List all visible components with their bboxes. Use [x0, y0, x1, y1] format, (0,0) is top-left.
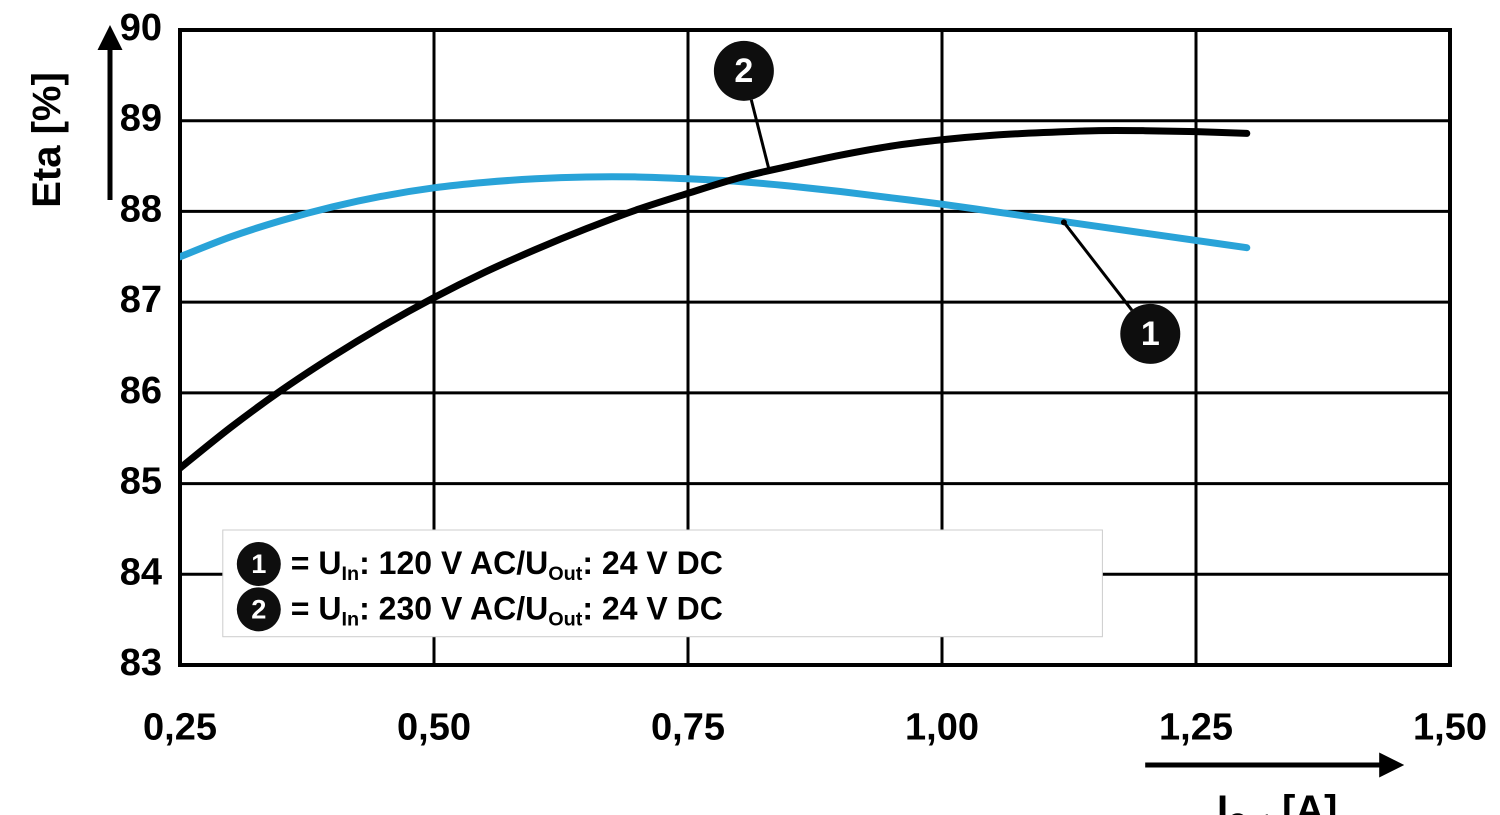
y-tick-label: 87	[120, 279, 162, 321]
legend-badge-1-number: 1	[251, 548, 266, 579]
callout-1-dot	[1061, 219, 1067, 225]
y-tick-label: 88	[120, 188, 162, 230]
x-tick-label: 1,25	[1159, 706, 1233, 748]
y-axis-label: Eta [%]	[25, 72, 69, 208]
callout-2-number: 2	[734, 52, 753, 90]
y-tick-label: 83	[120, 642, 162, 684]
y-tick-label: 84	[120, 551, 162, 593]
chart-stage: 83 84 85 86 87 88 89 90 0,25 0,50 0,75 1,00 1,25 1,50…	[0, 0, 1500, 815]
x-tick-label: 1,00	[905, 706, 979, 748]
y-tick-label: 86	[120, 370, 162, 412]
callout-1-number: 1	[1141, 315, 1160, 353]
x-tick-label: 0,50	[397, 706, 471, 748]
y-tick-label: 85	[120, 461, 162, 503]
x-axis-label: IOut [A]	[1217, 788, 1337, 815]
y-tick-label: 89	[120, 98, 162, 140]
efficiency-chart: 83 84 85 86 87 88 89 90 0,25 0,50 0,75 1,00 1,25 1,50…	[0, 0, 1500, 815]
x-tick-label: 0,25	[143, 706, 217, 748]
x-tick-label: 1,50	[1413, 706, 1487, 748]
legend-badge-2-number: 2	[251, 594, 266, 625]
y-tick-label: 90	[120, 7, 162, 49]
callout-2-dot	[766, 168, 772, 174]
x-tick-label: 0,75	[651, 706, 725, 748]
